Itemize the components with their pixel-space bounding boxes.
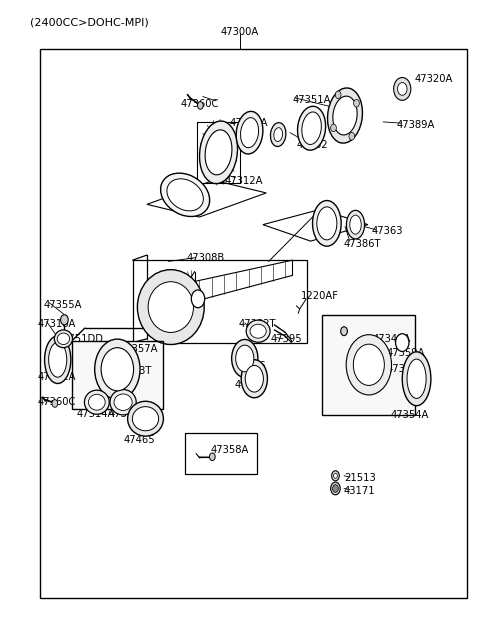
Text: 47349A: 47349A bbox=[372, 334, 411, 344]
Ellipse shape bbox=[270, 123, 286, 147]
Text: (2400CC>DOHC-MPI): (2400CC>DOHC-MPI) bbox=[30, 17, 149, 27]
Circle shape bbox=[60, 315, 68, 325]
Ellipse shape bbox=[246, 320, 270, 342]
Text: A: A bbox=[399, 338, 406, 347]
Bar bbox=[39, 49, 467, 598]
Ellipse shape bbox=[137, 269, 204, 345]
Circle shape bbox=[336, 91, 341, 99]
Text: 47314A: 47314A bbox=[77, 408, 115, 419]
Text: 47353A: 47353A bbox=[160, 187, 199, 197]
Text: 47366: 47366 bbox=[234, 361, 266, 371]
Ellipse shape bbox=[48, 342, 67, 377]
Ellipse shape bbox=[128, 401, 163, 436]
Ellipse shape bbox=[114, 394, 132, 410]
Text: 47358A: 47358A bbox=[210, 445, 249, 455]
Text: 47320A: 47320A bbox=[414, 74, 453, 83]
Circle shape bbox=[354, 99, 360, 107]
Text: 47452: 47452 bbox=[234, 380, 266, 390]
Text: 47383T: 47383T bbox=[115, 366, 152, 375]
Ellipse shape bbox=[298, 106, 325, 150]
Ellipse shape bbox=[132, 406, 158, 431]
Circle shape bbox=[332, 471, 339, 481]
Ellipse shape bbox=[353, 344, 384, 385]
Text: 47360C: 47360C bbox=[37, 397, 75, 407]
Text: 1220AF: 1220AF bbox=[301, 291, 339, 301]
Ellipse shape bbox=[312, 201, 341, 246]
Text: 47300A: 47300A bbox=[221, 27, 259, 37]
Circle shape bbox=[192, 290, 204, 308]
Ellipse shape bbox=[350, 215, 361, 234]
Text: 47389A: 47389A bbox=[396, 120, 435, 130]
Ellipse shape bbox=[241, 360, 267, 397]
Ellipse shape bbox=[346, 334, 392, 395]
Ellipse shape bbox=[302, 112, 321, 145]
Text: 47354A: 47354A bbox=[390, 410, 429, 420]
Ellipse shape bbox=[240, 118, 259, 148]
Text: 47357A: 47357A bbox=[120, 344, 158, 354]
Text: 47355A: 47355A bbox=[43, 299, 82, 310]
Ellipse shape bbox=[167, 179, 204, 211]
Text: 47382T: 47382T bbox=[239, 318, 276, 329]
Text: 47361A: 47361A bbox=[229, 118, 268, 128]
Text: 43171: 43171 bbox=[344, 486, 376, 496]
Ellipse shape bbox=[45, 336, 71, 383]
Circle shape bbox=[394, 78, 411, 101]
Circle shape bbox=[397, 83, 407, 96]
Ellipse shape bbox=[333, 96, 357, 135]
Bar bbox=[185, 433, 257, 474]
Ellipse shape bbox=[317, 207, 337, 240]
Ellipse shape bbox=[245, 366, 264, 392]
Ellipse shape bbox=[236, 111, 263, 154]
Text: 47352A: 47352A bbox=[37, 372, 76, 382]
Ellipse shape bbox=[95, 339, 140, 399]
Polygon shape bbox=[72, 341, 163, 408]
Text: 47318A: 47318A bbox=[37, 318, 75, 329]
Circle shape bbox=[334, 473, 337, 478]
Text: 47362: 47362 bbox=[296, 140, 328, 150]
Ellipse shape bbox=[347, 210, 364, 239]
Text: 47312A: 47312A bbox=[225, 176, 263, 186]
Ellipse shape bbox=[274, 127, 283, 141]
Ellipse shape bbox=[161, 173, 210, 217]
Text: 47359A: 47359A bbox=[387, 348, 425, 359]
Text: 47308B: 47308B bbox=[187, 254, 225, 263]
Text: A: A bbox=[194, 294, 202, 303]
Circle shape bbox=[331, 124, 336, 132]
Ellipse shape bbox=[232, 340, 258, 378]
Ellipse shape bbox=[148, 282, 193, 333]
Bar bbox=[322, 315, 415, 415]
Text: 47351A: 47351A bbox=[292, 95, 331, 104]
Ellipse shape bbox=[200, 121, 238, 183]
Text: 1751DD: 1751DD bbox=[62, 334, 104, 344]
Ellipse shape bbox=[205, 130, 232, 175]
Ellipse shape bbox=[236, 345, 254, 372]
Circle shape bbox=[209, 453, 215, 461]
Text: 47313A: 47313A bbox=[387, 364, 425, 375]
Text: 47360C: 47360C bbox=[180, 99, 219, 109]
Text: 47395: 47395 bbox=[271, 334, 303, 344]
Ellipse shape bbox=[327, 88, 362, 143]
Ellipse shape bbox=[101, 348, 133, 391]
Ellipse shape bbox=[54, 330, 72, 348]
Text: 47465: 47465 bbox=[123, 435, 155, 445]
Circle shape bbox=[331, 482, 340, 495]
Text: 47386T: 47386T bbox=[344, 239, 382, 248]
Ellipse shape bbox=[57, 333, 70, 345]
Ellipse shape bbox=[110, 390, 136, 415]
Ellipse shape bbox=[402, 352, 431, 406]
Ellipse shape bbox=[250, 324, 266, 338]
Circle shape bbox=[198, 101, 203, 109]
Circle shape bbox=[396, 334, 409, 352]
Circle shape bbox=[333, 485, 338, 492]
Text: 47363: 47363 bbox=[371, 226, 403, 236]
Ellipse shape bbox=[88, 394, 105, 410]
Ellipse shape bbox=[84, 390, 109, 414]
Circle shape bbox=[349, 132, 355, 140]
Circle shape bbox=[341, 327, 348, 336]
Circle shape bbox=[52, 399, 58, 407]
Text: 21513: 21513 bbox=[344, 473, 376, 483]
Text: 47350A: 47350A bbox=[109, 408, 147, 419]
Ellipse shape bbox=[407, 359, 426, 398]
